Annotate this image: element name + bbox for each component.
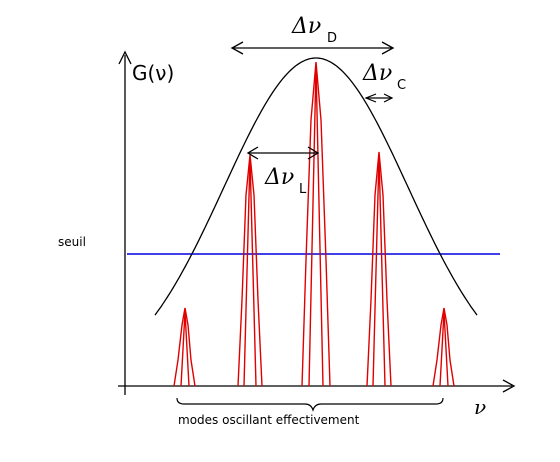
mode-spacing-arrow	[246, 146, 320, 160]
threshold-label: seuil	[58, 235, 86, 249]
mode-peak-3	[301, 61, 331, 387]
mode-peak-4	[366, 151, 392, 387]
axes	[118, 50, 516, 395]
doppler-width-label: Δν	[291, 14, 321, 39]
mode-peak-3-inner	[308, 65, 324, 387]
mode-spacing-label: Δν	[264, 165, 294, 190]
mode-peak-4-inner	[372, 155, 386, 387]
mode-peak-1-inner	[180, 311, 190, 387]
x-axis-arrowhead	[502, 379, 516, 393]
cavity-width-label: Δν	[362, 61, 392, 86]
oscillating-modes	[173, 61, 455, 387]
mode-peak-2-inner	[243, 157, 257, 387]
cavity-width-marker	[364, 93, 394, 103]
mode-peak-5	[432, 307, 455, 387]
cavity-width-subscript: C	[397, 78, 406, 93]
modes-caption: modes oscillant effectivement	[178, 413, 360, 427]
mode-spacing-subscript: L	[299, 182, 307, 197]
gain-axis-label: G(ν)	[132, 61, 174, 85]
mode-peak-1	[173, 307, 196, 387]
y-axis-arrowhead	[118, 50, 132, 65]
mode-peak-5-inner	[439, 311, 449, 387]
mode-peak-2	[237, 154, 263, 387]
x-axis-label: ν	[474, 395, 486, 419]
doppler-width-arrow	[230, 41, 395, 55]
gain-curve	[154, 57, 478, 316]
doppler-width-subscript: D	[327, 31, 337, 46]
modes-brace	[176, 397, 444, 412]
